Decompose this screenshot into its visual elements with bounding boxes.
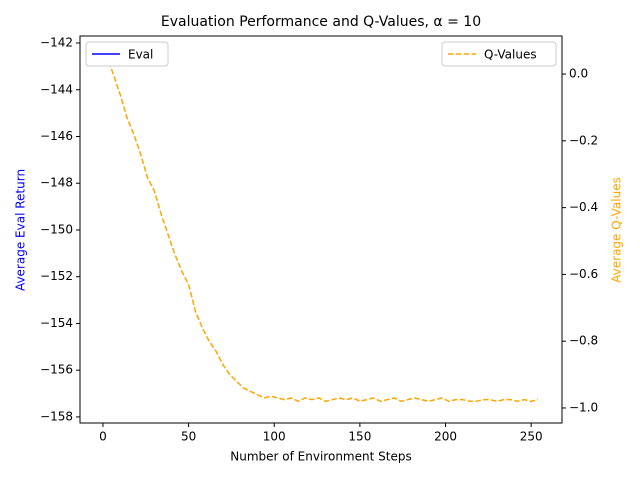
x-tick-label: 150 (348, 430, 371, 444)
y2-tick-label: 0.0 (569, 67, 588, 81)
y-tick-label: −154 (40, 316, 73, 330)
y2-tick-label: −1.0 (569, 400, 598, 414)
y-tick-label: −146 (40, 129, 73, 143)
y2-axis-label: Average Q-Values (610, 177, 624, 283)
series-line (105, 53, 539, 403)
y-axis-label: Average Eval Return (14, 169, 28, 291)
x-axis-label: Number of Environment Steps (230, 450, 411, 464)
y-tick-label: −144 (40, 82, 73, 96)
y-tick-label: −158 (40, 409, 73, 423)
legend-label: Eval (128, 48, 153, 62)
y2-tick-label: −0.8 (569, 334, 598, 348)
y-tick-label: −152 (40, 269, 73, 283)
y-tick-label: −156 (40, 363, 73, 377)
y2-tick-label: −0.6 (569, 267, 598, 281)
y2-tick-label: −0.2 (569, 133, 598, 147)
x-tick-label: 50 (181, 430, 196, 444)
x-tick-label: 200 (434, 430, 457, 444)
y-tick-label: −148 (40, 176, 73, 190)
y-tick-label: −150 (40, 222, 73, 236)
y-tick-label: −142 (40, 36, 73, 50)
plot-frame (79, 35, 563, 424)
x-tick-label: 100 (263, 430, 286, 444)
chart-title: Evaluation Performance and Q-Values, α =… (161, 14, 481, 30)
x-tick-label: 0 (99, 430, 107, 444)
legend-label: Q-Values (484, 48, 537, 62)
x-tick-label: 250 (520, 430, 543, 444)
legend-box (85, 41, 169, 67)
y2-tick-label: −0.4 (569, 200, 598, 214)
legend-box (441, 41, 557, 67)
